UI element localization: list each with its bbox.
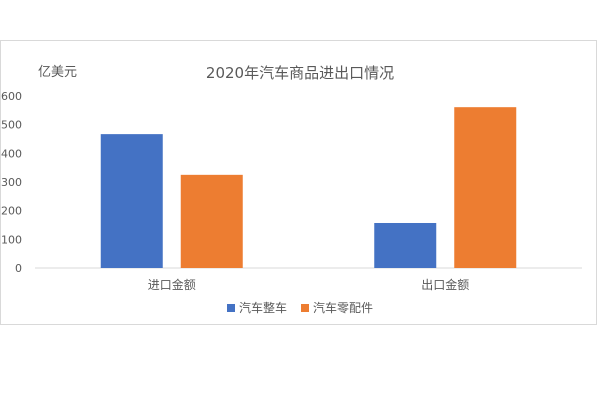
x-category-label: 出口金额: [421, 277, 469, 292]
y-tick-label: 400: [1, 147, 22, 160]
y-axis-ticks: 0 100 200 300 400 500 600: [1, 90, 22, 275]
bar: [454, 107, 517, 269]
bar: [374, 222, 437, 268]
legend-swatch: [301, 304, 309, 312]
bar-series: [100, 107, 517, 269]
y-tick-label: 300: [1, 176, 22, 189]
chart-title: 2020年汽车商品进出口情况: [206, 64, 394, 82]
y-tick-label: 100: [1, 233, 22, 246]
legend-label: 汽车整车: [239, 300, 287, 315]
legend-swatch: [227, 304, 235, 312]
y-tick-label: 600: [1, 90, 22, 103]
y-tick-label: 500: [1, 119, 22, 132]
x-category-label: 进口金额: [148, 277, 196, 292]
y-tick-label: 0: [15, 262, 22, 275]
x-axis-categories: 进口金额 出口金额: [148, 277, 470, 292]
legend: 汽车整车 汽车零配件: [227, 300, 373, 315]
y-tick-label: 200: [1, 205, 22, 218]
y-unit-label: 亿美元: [38, 65, 77, 80]
legend-label: 汽车零配件: [313, 300, 373, 315]
bar: [180, 174, 243, 268]
bar: [100, 134, 163, 268]
